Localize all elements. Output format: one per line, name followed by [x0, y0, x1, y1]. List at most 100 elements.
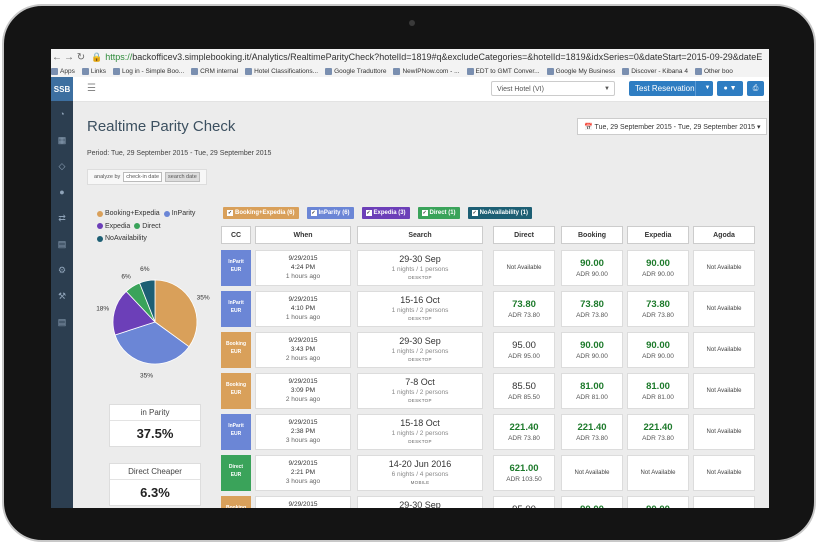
price-cell-direct: 95.00 ADR 95.00 [493, 332, 555, 368]
bookmark-item[interactable]: Google Traduttore [325, 67, 387, 75]
table-header-direct[interactable]: Direct [493, 226, 555, 244]
filter-chip[interactable]: ✓ Booking+Expedia (6) [223, 207, 299, 219]
pie-slice-bookingexpedia[interactable] [154, 279, 198, 348]
bookmark-label: Links [90, 67, 107, 75]
grid-icon[interactable]: ▦ [57, 134, 67, 145]
url-path: /Analytics/RealtimeParityCheck?hotelId=1… [249, 52, 763, 62]
price-value: 221.40 [643, 422, 673, 433]
price-cell-expedia: 221.40 ADR 73.80 [627, 414, 689, 450]
bookmark-item[interactable]: Discover - Kibana 4 [622, 67, 688, 75]
not-available-text: Not Available [706, 347, 742, 353]
table-header-cc[interactable]: CC [221, 226, 251, 244]
table-header-when[interactable]: When [255, 226, 351, 244]
price-value: 95.00 [494, 504, 554, 508]
analyze-option-checkin[interactable]: check-in date [123, 172, 163, 182]
filter-chip[interactable]: ✓ InParity (6) [306, 207, 354, 219]
cc-badge-text: Direct [228, 464, 244, 470]
hotel-select[interactable]: Viest Hotel (VI) ▼ [491, 81, 615, 96]
adr-value: ADR 73.80 [576, 435, 608, 442]
table-header-search[interactable]: Search [357, 226, 483, 244]
pie-slice-noavailability[interactable] [139, 279, 156, 323]
bar-chart-icon[interactable]: ▤ [57, 238, 67, 249]
wrench-icon[interactable]: ⚒ [57, 290, 67, 301]
forward-icon[interactable]: → [64, 51, 74, 63]
table-header-booking[interactable]: Booking [561, 226, 623, 244]
table-header-agoda[interactable]: Agoda [693, 226, 755, 244]
bookmark-item[interactable]: Log in - Simple Boo... [113, 67, 184, 75]
shuffle-icon[interactable]: ⇄ [58, 212, 66, 223]
cc-badge[interactable]: Direct EUR [221, 455, 251, 491]
cc-badge[interactable]: InParit EUR [221, 414, 251, 450]
analyze-option-search[interactable]: search date [165, 172, 200, 182]
url-host: backofficev3.simplebooking.it [132, 52, 250, 62]
bookmark-label: Google Traduttore [334, 67, 387, 75]
filter-chip[interactable]: ✓ Expedia (3) [361, 207, 410, 219]
chevron-down-icon[interactable]: ▼ [695, 81, 713, 96]
bookmark-item[interactable]: Other boo [694, 67, 733, 75]
stat-in-parity: in Parity 37.5% [109, 404, 201, 447]
price-cell-direct: 85.50 ADR 85.50 [493, 373, 555, 409]
cc-badge-text: InParit [228, 423, 244, 429]
bookmark-icon [325, 67, 333, 75]
chart-legend: Booking+Expedia InParity Expedia Direct NoAv… [97, 208, 207, 246]
book-icon[interactable]: ▤ [57, 316, 67, 327]
when-date: 9/29/2015 [288, 419, 318, 426]
checkbox-icon[interactable]: ✓ [227, 210, 233, 216]
bookmark-item[interactable]: Google My Business [546, 67, 616, 75]
legend-item: Direct [134, 221, 161, 232]
search-dates: 29-30 Sep [399, 254, 441, 264]
price-value: 81.00 [646, 381, 670, 392]
app-logo[interactable]: SSB [51, 77, 73, 101]
bookmark-item[interactable]: CRM internal [191, 67, 238, 75]
user-menu-button[interactable]: ● ▼ [717, 81, 743, 96]
table-header-expedia[interactable]: Expedia [627, 226, 689, 244]
bookmark-label: Google My Business [555, 67, 616, 75]
adr-value: ADR 73.80 [642, 435, 674, 442]
bookmark-item[interactable]: Links [81, 67, 107, 75]
pie-slice-inparity[interactable] [114, 321, 190, 365]
adr-value: ADR 90.00 [576, 271, 608, 278]
when-cell: 9/29/2015 [255, 496, 351, 508]
bookmark-icon [393, 67, 401, 75]
legend-label: InParity [171, 210, 196, 217]
menu-icon[interactable]: ☰ [87, 83, 96, 94]
bookmark-item[interactable]: Hotel Classifications... [245, 67, 318, 75]
bookmark-item[interactable]: EDT to GMT Conver... [466, 67, 540, 75]
filter-chip[interactable]: ✓ NoAvailability (1) [467, 207, 533, 219]
price-cell-direct: 95.00 [493, 496, 555, 508]
search-nights-persons: 6 nights / 4 persons [391, 471, 449, 478]
bookmark-icon [81, 67, 89, 75]
users-icon[interactable]: ● [59, 187, 65, 197]
bookmark-item[interactable]: Apps [51, 67, 75, 75]
hotel-select-value: Viest Hotel (VI) [497, 86, 544, 93]
analyze-label: analyze by [94, 174, 121, 180]
bookmark-item[interactable]: NewIPNow.com - ... [393, 67, 460, 75]
checkbox-icon[interactable]: ✓ [365, 210, 372, 216]
price-cell-booking: 81.00 ADR 81.00 [561, 373, 623, 409]
cc-badge[interactable]: InParit EUR [221, 250, 251, 286]
price-value: 90.00 [580, 340, 604, 351]
url-text[interactable]: https://backofficev3.simplebooking.it/An… [105, 52, 762, 62]
when-time: 2:21 PM [290, 469, 316, 476]
bookmark-icon [245, 67, 253, 75]
back-icon[interactable]: ← [52, 51, 62, 63]
cc-badge[interactable]: InParit EUR [221, 291, 251, 327]
settings-icon[interactable]: ⚙ [57, 264, 67, 275]
price-value: 73.80 [646, 299, 670, 310]
pie-slice-expedia[interactable] [112, 290, 156, 336]
checkbox-icon[interactable]: ✓ [310, 210, 317, 216]
reload-icon[interactable]: ↻ [76, 51, 86, 63]
test-reservation-button[interactable]: Test Reservation ▼ [629, 81, 713, 96]
date-range-picker[interactable]: 📅 Tue, 29 September 2015 - Tue, 29 Septe… [577, 118, 767, 135]
price-cell-booking: 90.00 ADR 90.00 [561, 250, 623, 286]
filter-chip[interactable]: ✓ Direct (1) [417, 207, 460, 219]
checkbox-icon[interactable]: ✓ [471, 210, 478, 216]
tag-icon[interactable]: ◇ [58, 160, 66, 171]
checkbox-icon[interactable]: ✓ [421, 210, 428, 216]
address-bar[interactable]: ← → ↻ 🔒 https://backofficev3.simplebooki… [51, 49, 769, 66]
print-button[interactable]: ⎙ [747, 81, 764, 96]
dashboard-icon[interactable]: ◔ [59, 109, 65, 119]
